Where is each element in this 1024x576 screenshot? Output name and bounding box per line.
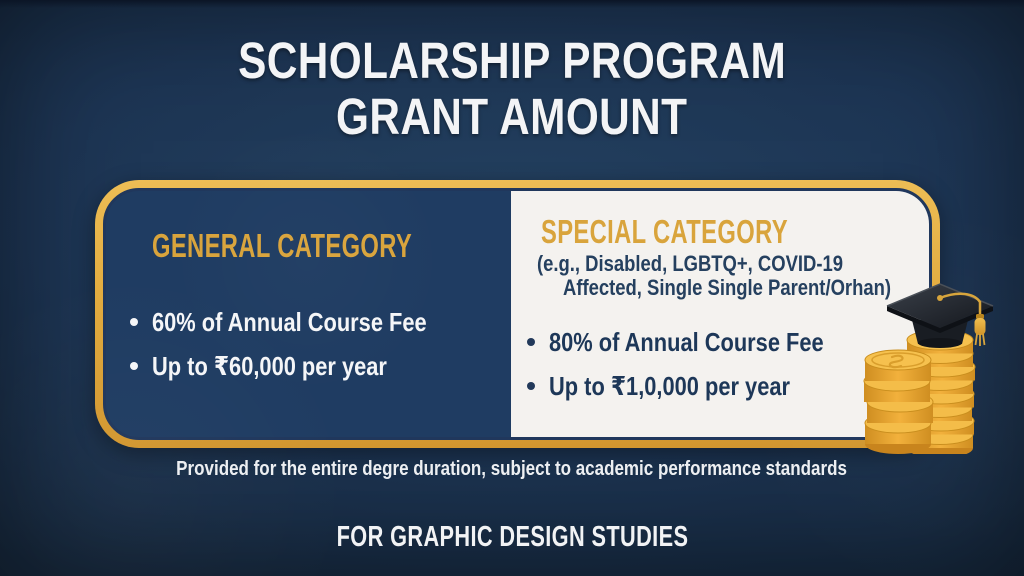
list-item: Up to ₹1,0,000 per year [527,369,876,403]
special-bullet-2: Up to ₹1,0,000 per year [549,370,790,401]
special-category-panel: SPECIAL CATEGORY (e.g., Disabled, LGBTQ+… [511,191,929,437]
bullet-dot [527,382,535,390]
bullet-dot [527,338,535,346]
card-inner: GENERAL CATEGORY 60% of Annual Course Fe… [103,188,932,440]
special-category-note: (e.g., Disabled, LGBTQ+, COVID-19 Affect… [537,251,929,300]
short-coin-stack [863,349,934,454]
footer-title: FOR GRAPHIC DESIGN STUDIES [336,521,688,553]
title-line-2: GRANT AMOUNT [336,88,688,145]
title-line-1: SCHOLARSHIP PROGRAM [237,32,787,89]
general-bullet-1: 60% of Annual Course Fee [152,306,427,337]
special-bullet-list: 80% of Annual Course Fee Up to ₹1,0,000 … [527,325,876,403]
bullet-dot [130,318,138,326]
general-bullet-list: 60% of Annual Course Fee Up to ₹60,000 p… [130,305,479,383]
general-category-heading: GENERAL CATEGORY [152,227,413,264]
graduation-cap-coins-icon [863,283,994,454]
special-bullet-1: 80% of Annual Course Fee [549,326,824,357]
footnote: Provided for the entire degre duration, … [176,458,848,480]
bullet-dot [130,362,138,370]
special-note-line-2: Affected, Single Single Parent/Orhan) [563,275,892,300]
list-item: Up to ₹60,000 per year [130,349,479,383]
special-category-heading: SPECIAL CATEGORY [541,213,788,250]
list-item: 80% of Annual Course Fee [527,325,876,359]
list-item: 60% of Annual Course Fee [130,305,479,339]
graduation-cap-icon [886,283,994,348]
general-bullet-2: Up to ₹60,000 per year [152,350,387,381]
page-title: SCHOLARSHIP PROGRAM GRANT AMOUNT [0,33,1024,145]
grant-amount-card: GENERAL CATEGORY 60% of Annual Course Fe… [95,180,940,448]
special-note-line-1: (e.g., Disabled, LGBTQ+, COVID-19 [537,251,844,276]
